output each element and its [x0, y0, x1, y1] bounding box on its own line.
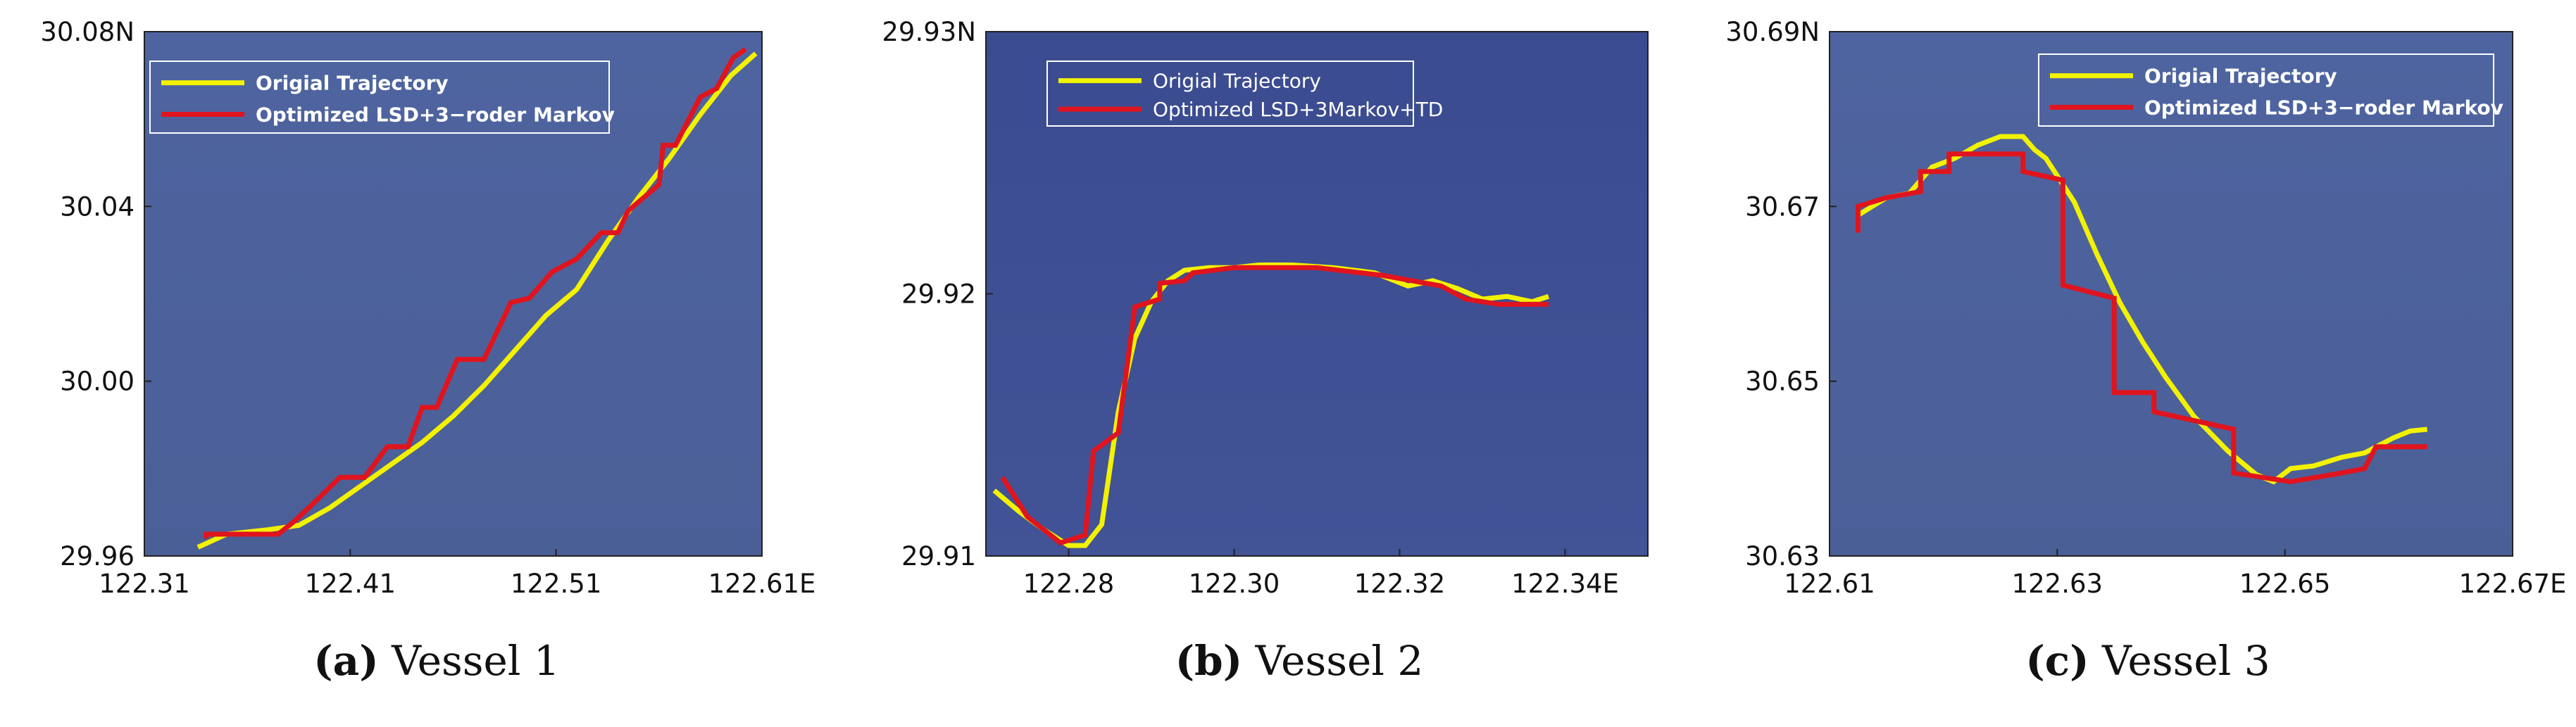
plot-area-b [985, 31, 1649, 557]
x-tick-label: 122.30 [1189, 569, 1280, 599]
caption-b-text: Vessel 2 [1255, 637, 1424, 685]
legend-label-original: Origial Trajectory [256, 72, 449, 95]
x-tick-label: 122.61E [708, 569, 816, 599]
y-tick-label: 30.65 [1745, 367, 1820, 397]
y-tick-label: 30.63 [1745, 541, 1820, 571]
x-tick-label: 122.51 [511, 569, 601, 599]
legend-label-original: Origial Trajectory [1153, 70, 1321, 93]
y-tick-label: 29.91 [901, 541, 976, 571]
caption-b: (b) Vessel 2 [1175, 637, 1424, 685]
caption-c-text: Vessel 3 [2102, 637, 2270, 685]
chart-b: 122.28 122.30 122.32 122.34E 29.91 29.92 29.93… [882, 17, 1649, 599]
legend-b: Origial Trajectory Optimized LSD+3Markov+… [1046, 61, 1443, 127]
legend-a: Origial Trajectory Optimized LSD+3−roder … [149, 61, 615, 134]
legend-label-optimized: Optimized LSD+3Markov+TD [1153, 98, 1443, 121]
caption-c: (c) Vessel 3 [2025, 637, 2270, 685]
legend-label-original: Origial Trajectory [2144, 65, 2337, 88]
y-tick-label: 29.96 [60, 541, 135, 571]
optimized-trajectory-line-c [1855, 151, 2427, 485]
caption-c-letter: (c) [2025, 637, 2089, 685]
x-tick-label: 122.65 [2239, 569, 2330, 599]
x-tick-label: 122.61 [1784, 569, 1875, 599]
optimized-trajectory-line-a [204, 46, 747, 539]
legend-c: Origial Trajectory Optimized LSD+3−roder … [2038, 53, 2503, 127]
y-tick-label: 30.69N [1725, 17, 1820, 47]
original-trajectory-line-a [196, 51, 758, 550]
caption-b-letter: (b) [1175, 637, 1243, 685]
y-tick-label: 29.93N [882, 17, 976, 47]
x-tick-label: 122.41 [305, 569, 396, 599]
legend-label-optimized: Optimized LSD+3−roder Markov [2144, 96, 2503, 119]
y-tick-label: 30.08N [40, 17, 135, 47]
legend-box [149, 61, 610, 134]
legend-label-optimized: Optimized LSD+3−roder Markov [256, 103, 615, 126]
y-tick-label: 30.04 [60, 191, 135, 222]
chart-c: 122.61 122.63 122.65 122.67E 30.63 30.65 30.67… [1725, 17, 2566, 599]
x-tick-label: 122.28 [1023, 569, 1114, 599]
x-tick-label: 122.34E [1511, 569, 1619, 599]
legend-box [1046, 61, 1414, 127]
x-tick-label: 122.67E [2459, 569, 2567, 599]
caption-a-letter: (a) [313, 637, 379, 685]
y-tick-label: 30.67 [1745, 191, 1820, 222]
chart-a: 122.31 122.41 122.51 122.61E 29.96 30.00 30.04… [40, 17, 815, 599]
x-tick-label: 122.31 [99, 569, 189, 599]
legend-box [2038, 53, 2494, 127]
optimized-trajectory-line-b [1000, 265, 1549, 546]
plot-area-a [144, 31, 763, 557]
y-tick-label: 29.92 [901, 279, 976, 310]
plot-area-c [1829, 31, 2513, 557]
x-tick-label: 122.63 [2012, 569, 2103, 599]
y-tick-label: 30.00 [60, 367, 135, 397]
x-tick-label: 122.32 [1354, 569, 1445, 599]
caption-a: (a) Vessel 1 [313, 637, 560, 685]
caption-a-text: Vessel 1 [392, 637, 560, 685]
